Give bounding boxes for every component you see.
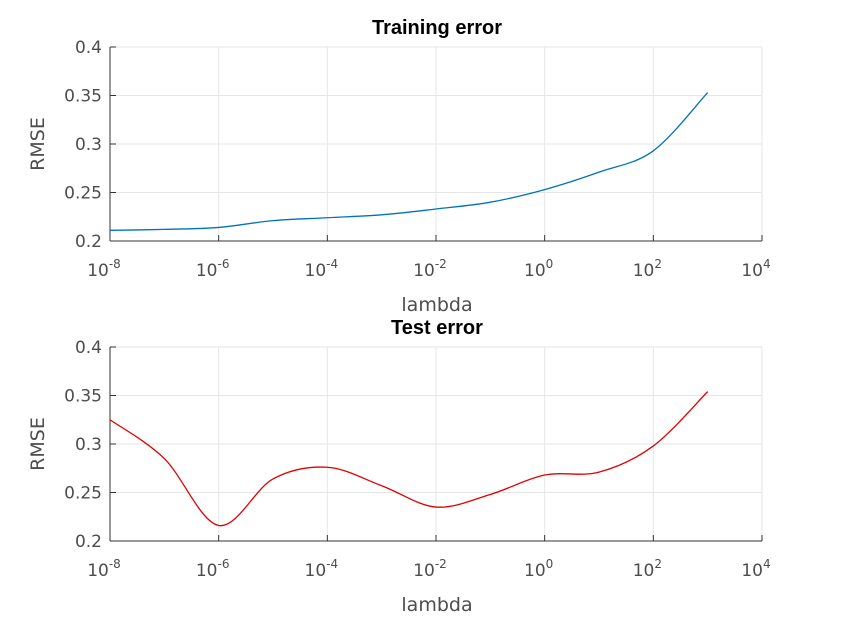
y-tick-label: 0.2	[75, 532, 102, 552]
x-axis-label: lambda	[401, 594, 472, 616]
axes: 10-8 10-6 10-4 10-2 100 102 104 0.2 0.25 0.3 0.35 0…	[64, 38, 771, 281]
grid	[109, 46, 763, 242]
training-error-chart: Training error 10-8 10-6 10-4 10-2 100 102 104…	[27, 17, 771, 316]
chart-title: Test error	[391, 317, 483, 339]
plot-area	[109, 391, 709, 527]
x-tick-label: 100	[524, 557, 553, 581]
x-tick-label: 10-8	[87, 257, 121, 281]
grid	[109, 346, 763, 542]
x-tick-label: 10-8	[87, 557, 121, 581]
x-tick-label: 100	[524, 257, 553, 281]
plot-area	[109, 92, 709, 231]
x-tick-label: 10-4	[305, 557, 339, 581]
y-axis-label: RMSE	[27, 417, 49, 471]
y-axis-label: RMSE	[27, 117, 49, 171]
x-tick-label: 104	[741, 557, 770, 581]
y-tick-label: 0.3	[75, 435, 102, 455]
y-tick-label: 0.4	[75, 338, 102, 358]
y-tick-label: 0.25	[64, 184, 102, 204]
chart-title: Training error	[372, 17, 502, 39]
x-tick-label: 102	[633, 557, 662, 581]
y-tick-label: 0.4	[75, 38, 102, 58]
x-axis-label: lambda	[401, 294, 472, 316]
y-tick-label: 0.3	[75, 135, 102, 155]
y-tick-label: 0.25	[64, 484, 102, 504]
axes: 10-8 10-6 10-4 10-2 100 102 104 0.2 0.25 0.3 0.35 0…	[64, 338, 771, 581]
y-tick-label: 0.2	[75, 232, 102, 252]
y-tick-label: 0.35	[64, 387, 102, 407]
x-tick-label: 10-2	[413, 257, 447, 281]
x-tick-label: 102	[633, 257, 662, 281]
x-tick-label: 10-6	[196, 557, 230, 581]
series-line	[109, 92, 709, 231]
test-error-chart: Test error 10-8 10-6 10-4 10-2 100 102 104 0.2 0…	[27, 317, 771, 616]
x-tick-label: 10-4	[305, 257, 339, 281]
x-tick-label: 10-2	[413, 557, 447, 581]
x-tick-label: 10-6	[196, 257, 230, 281]
y-tick-label: 0.35	[64, 87, 102, 107]
series-line	[109, 391, 709, 527]
x-tick-label: 104	[741, 257, 770, 281]
